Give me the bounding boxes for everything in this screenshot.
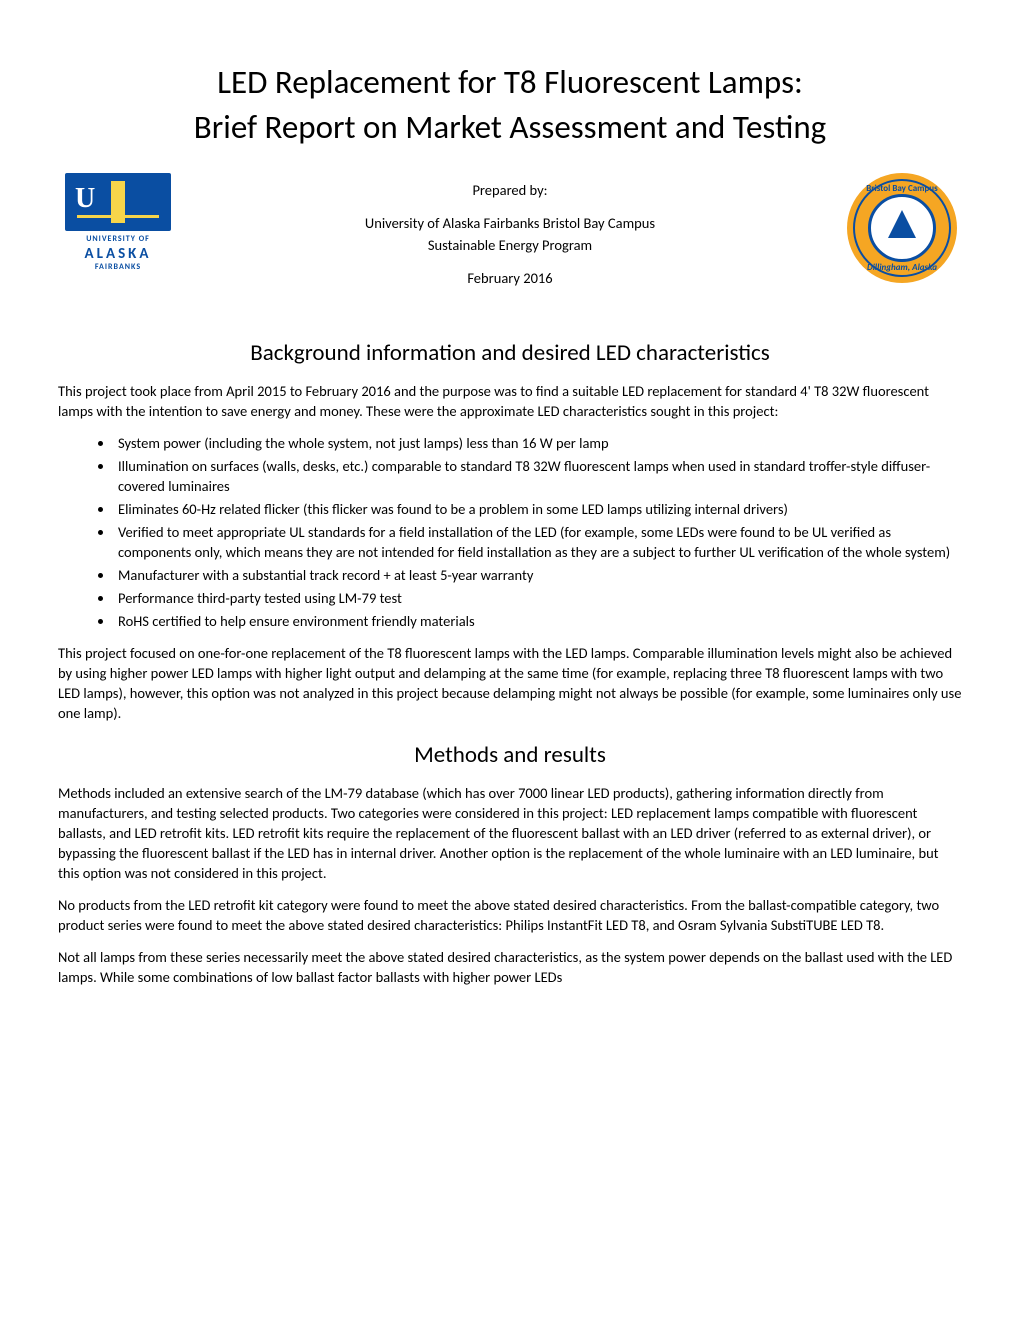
- uaf-text-big: ALASKA: [85, 245, 152, 263]
- seal-bottom-text: Dillingham, Alaska: [847, 262, 957, 273]
- prepared-by-label: Prepared by:: [178, 179, 842, 201]
- title-line-1: LED Replacement for T8 Fluorescent Lamps…: [58, 60, 962, 105]
- section-1-intro: This project took place from April 2015 …: [58, 381, 962, 421]
- section-1-heading: Background information and desired LED c…: [58, 339, 962, 367]
- seal-top-text: Bristol Bay Campus: [847, 183, 957, 194]
- list-item: Performance third-party tested using LM-…: [114, 588, 962, 608]
- list-item: Manufacturer with a substantial track re…: [114, 565, 962, 585]
- uaf-text-top: UNIVERSITY OF: [86, 234, 150, 244]
- list-item: RoHS certified to help ensure environmen…: [114, 611, 962, 631]
- characteristics-list: System power (including the whole system…: [58, 433, 962, 631]
- header-row: U UNIVERSITY OF ALASKA FAIRBANKS Prepare…: [58, 173, 962, 299]
- list-item: Illumination on surfaces (walls, desks, …: [114, 456, 962, 496]
- org-line-2: Sustainable Energy Program: [428, 236, 592, 254]
- list-item: Eliminates 60-Hz related flicker (this f…: [114, 499, 962, 519]
- section-2-para-3: Not all lamps from these series necessar…: [58, 947, 962, 987]
- org-line-1: University of Alaska Fairbanks Bristol B…: [365, 214, 655, 232]
- sailboat-icon: [888, 210, 916, 238]
- document-title: LED Replacement for T8 Fluorescent Lamps…: [58, 60, 962, 149]
- uaf-logo: U UNIVERSITY OF ALASKA FAIRBANKS: [58, 173, 178, 272]
- list-item: Verified to meet appropriate UL standard…: [114, 522, 962, 562]
- section-1-outro: This project focused on one-for-one repl…: [58, 643, 962, 723]
- list-item: System power (including the whole system…: [114, 433, 962, 453]
- header-center: Prepared by: University of Alaska Fairba…: [178, 173, 842, 299]
- bristol-bay-seal: Bristol Bay Campus Dillingham, Alaska: [842, 173, 962, 283]
- uaf-text-bot: FAIRBANKS: [95, 262, 141, 272]
- section-2-para-1: Methods included an extensive search of …: [58, 783, 962, 883]
- section-2-para-2: No products from the LED retrofit kit ca…: [58, 895, 962, 935]
- section-2-heading: Methods and results: [58, 741, 962, 769]
- document-date: February 2016: [178, 267, 842, 289]
- title-line-2: Brief Report on Market Assessment and Te…: [58, 105, 962, 150]
